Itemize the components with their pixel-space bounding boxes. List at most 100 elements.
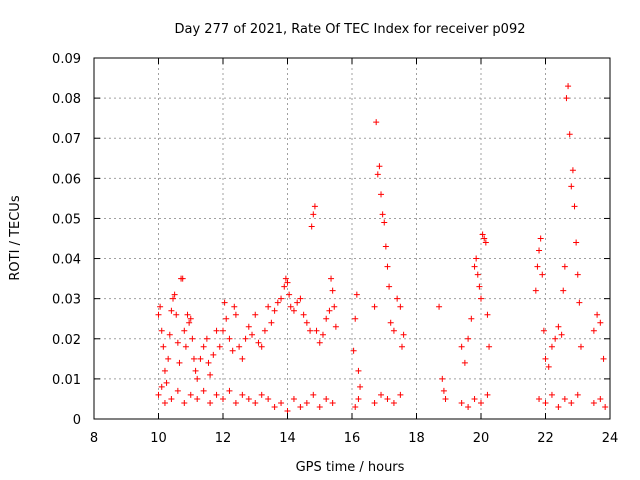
data-point (297, 403, 304, 410)
data-point (371, 303, 378, 310)
y-tick-label: 0.07 (52, 132, 81, 147)
data-point (355, 395, 362, 402)
data-point (569, 167, 576, 174)
data-point (155, 311, 162, 318)
data-point (481, 235, 488, 242)
y-tick-label: 0.04 (52, 253, 81, 268)
data-point (231, 303, 238, 310)
data-point (161, 399, 168, 406)
data-point (300, 311, 307, 318)
data-point (310, 211, 317, 218)
data-point (187, 391, 194, 398)
data-point (573, 239, 580, 246)
data-point (542, 355, 549, 362)
data-point (355, 367, 362, 374)
data-point (548, 391, 555, 398)
data-point (245, 323, 252, 330)
data-point (378, 191, 385, 198)
data-point (187, 315, 194, 322)
data-point (216, 343, 223, 350)
data-point (252, 311, 259, 318)
data-point (600, 355, 607, 362)
data-point (482, 239, 489, 246)
data-point (576, 299, 583, 306)
data-point (220, 395, 226, 402)
data-point (226, 335, 233, 342)
data-point (303, 319, 310, 326)
data-point (181, 327, 188, 334)
x-tick-label: 10 (150, 431, 167, 446)
data-point (394, 295, 401, 302)
y-tick-label: 0.02 (52, 333, 81, 348)
data-point (397, 303, 404, 310)
data-point (390, 327, 397, 334)
data-point (471, 263, 478, 270)
data-point (442, 395, 449, 402)
data-point (555, 403, 562, 410)
data-point (590, 327, 597, 334)
data-point (265, 303, 272, 310)
x-tick-label: 8 (90, 431, 98, 446)
data-point (458, 343, 465, 350)
x-axis-label: GPS time / hours (296, 460, 405, 475)
data-point (577, 343, 584, 350)
data-point (181, 399, 188, 406)
data-point (328, 275, 335, 282)
data-point (478, 399, 484, 406)
data-point (571, 203, 578, 210)
data-point (326, 307, 333, 314)
data-point (384, 395, 391, 402)
data-point (213, 327, 220, 334)
x-tick-label: 16 (344, 431, 361, 446)
y-axis-label: ROTI / TECUs (8, 195, 23, 280)
data-point (461, 359, 468, 366)
data-point (376, 163, 383, 170)
data-point (597, 395, 604, 402)
data-point (255, 339, 262, 346)
data-point (158, 327, 165, 334)
data-point (484, 311, 491, 318)
data-point (168, 395, 175, 402)
data-point (319, 331, 326, 338)
data-point (353, 291, 360, 298)
data-point (205, 359, 212, 366)
data-point (561, 263, 568, 270)
data-point (310, 391, 317, 398)
data-point (378, 391, 385, 398)
data-point (560, 287, 567, 294)
data-point (155, 391, 162, 398)
data-point (555, 323, 562, 330)
data-point (223, 315, 230, 322)
data-point (379, 211, 386, 218)
x-tick-label: 20 (473, 431, 490, 446)
data-point (271, 403, 278, 410)
data-point (239, 355, 246, 362)
data-point (329, 399, 336, 406)
data-point (197, 355, 204, 362)
data-point (182, 343, 189, 350)
data-point (473, 255, 480, 262)
data-point (245, 395, 252, 402)
data-point (558, 331, 565, 338)
data-point (161, 367, 168, 374)
data-point (594, 311, 601, 318)
data-point (307, 327, 314, 334)
data-point (540, 327, 547, 334)
x-tick-label: 18 (408, 431, 425, 446)
y-tick-labels: 0 0.01 0.02 0.03 0.04 0.05 0.06 0.07 0.08 0.09 (52, 52, 81, 428)
y-tick-label: 0.05 (52, 212, 81, 227)
data-point (226, 387, 233, 394)
data-point (207, 399, 214, 406)
data-point (590, 399, 597, 406)
data-point (284, 407, 291, 414)
data-point (160, 343, 167, 350)
data-point (163, 379, 170, 386)
data-point (252, 399, 259, 406)
data-point (166, 331, 173, 338)
data-point (602, 403, 609, 410)
data-point (194, 395, 201, 402)
data-point (242, 335, 249, 342)
data-point (282, 275, 289, 282)
data-point (192, 367, 199, 374)
data-point (194, 375, 201, 382)
